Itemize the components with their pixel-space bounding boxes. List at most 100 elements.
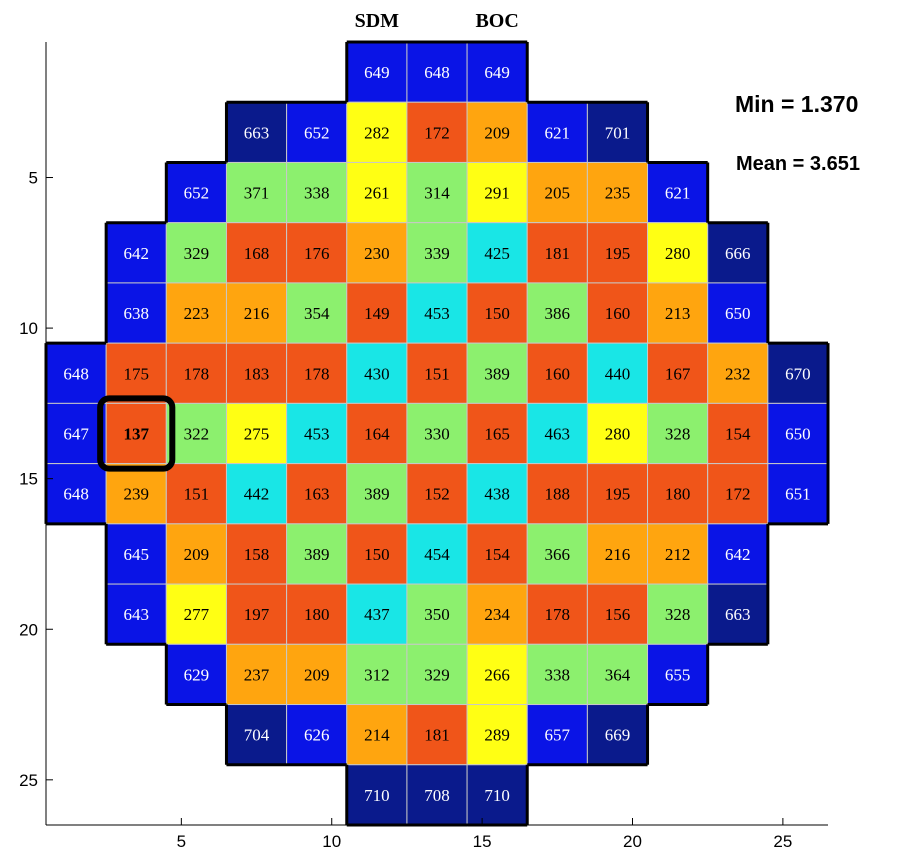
assembly-value: 371 xyxy=(244,184,270,203)
assembly-value: 338 xyxy=(545,665,571,684)
x-tick-label: 15 xyxy=(473,832,492,851)
assembly-cell xyxy=(647,282,709,344)
assembly-value: 212 xyxy=(665,545,691,564)
assembly-value: 234 xyxy=(484,605,510,624)
assembly-value: 163 xyxy=(304,485,330,504)
assembly-value: 195 xyxy=(605,485,631,504)
assembly-cell xyxy=(286,463,348,525)
assembly-cell xyxy=(406,342,468,404)
assembly-cell xyxy=(586,704,649,766)
assembly-value: 165 xyxy=(484,425,510,444)
assembly-cell xyxy=(406,643,468,706)
assembly-value: 649 xyxy=(484,63,510,82)
assembly-value: 621 xyxy=(545,123,571,142)
assembly-value: 454 xyxy=(424,545,450,564)
assembly-value: 154 xyxy=(484,545,510,564)
assembly-cell xyxy=(526,583,588,645)
assembly-cell xyxy=(406,402,468,465)
assembly-value: 626 xyxy=(304,726,330,745)
assembly-value: 291 xyxy=(484,184,510,203)
assembly-cell xyxy=(466,101,528,163)
assembly-cell xyxy=(225,583,288,645)
assembly-cell xyxy=(586,463,649,525)
assembly-value: 282 xyxy=(364,123,390,142)
assembly-value: 209 xyxy=(304,665,330,684)
assembly-value: 209 xyxy=(484,123,510,142)
assembly-value: 701 xyxy=(605,123,631,142)
assembly-value: 160 xyxy=(545,364,571,383)
assembly-value: 156 xyxy=(605,605,631,624)
assembly-cell xyxy=(105,222,167,284)
assembly-value: 164 xyxy=(364,425,390,444)
y-tick-label: 5 xyxy=(29,169,38,188)
assembly-value: 648 xyxy=(63,485,89,504)
header-label-boc: BOC xyxy=(475,10,518,32)
x-tick-label: 20 xyxy=(623,832,642,851)
assembly-value: 329 xyxy=(184,244,210,263)
assembly-cell xyxy=(406,463,468,525)
assembly-cell xyxy=(286,342,348,404)
assembly-cell xyxy=(526,342,588,404)
assembly-value: 176 xyxy=(304,244,330,263)
assembly-value: 669 xyxy=(605,726,631,745)
assembly-cell xyxy=(286,222,348,284)
assembly-cell xyxy=(346,583,408,645)
assembly-cell xyxy=(346,764,408,826)
assembly-cell xyxy=(466,161,528,224)
assembly-value: 137 xyxy=(123,425,149,444)
assembly-value: 364 xyxy=(605,665,631,684)
assembly-value: 314 xyxy=(424,184,450,203)
assembly-value: 232 xyxy=(725,364,751,383)
assembly-value: 666 xyxy=(725,244,751,263)
assembly-value: 649 xyxy=(364,63,390,82)
assembly-cell xyxy=(707,402,769,465)
assembly-value: 277 xyxy=(184,605,210,624)
assembly-cell xyxy=(767,402,829,465)
assembly-value: 642 xyxy=(123,244,149,263)
assembly-value: 663 xyxy=(725,605,751,624)
assembly-cell xyxy=(586,161,649,224)
assembly-value: 172 xyxy=(725,485,751,504)
assembly-value: 629 xyxy=(184,665,210,684)
assembly-value: 158 xyxy=(244,545,270,564)
assembly-cell xyxy=(707,583,769,645)
assembly-cell xyxy=(647,463,709,525)
assembly-cell xyxy=(45,463,107,525)
assembly-value: 261 xyxy=(364,184,390,203)
assembly-cell xyxy=(707,342,769,404)
assembly-value: 167 xyxy=(665,364,691,383)
assembly-value: 440 xyxy=(605,364,631,383)
assembly-cell xyxy=(105,342,167,404)
min-annotation: Min = 1.370 xyxy=(735,91,858,117)
assembly-cell xyxy=(346,41,408,103)
assembly-cell xyxy=(526,463,588,525)
assembly-value: 150 xyxy=(484,304,510,323)
assembly-cell xyxy=(406,704,468,766)
assembly-cell xyxy=(466,342,528,404)
assembly-value: 178 xyxy=(304,364,330,383)
assembly-cell xyxy=(346,523,408,585)
assembly-cell xyxy=(586,643,649,706)
assembly-cell xyxy=(225,222,288,284)
assembly-value: 178 xyxy=(184,364,210,383)
assembly-value: 647 xyxy=(63,425,89,444)
assembly-cell xyxy=(225,643,288,706)
assembly-cell xyxy=(286,704,348,766)
assembly-cells xyxy=(45,41,829,826)
x-tick-label: 25 xyxy=(773,832,792,851)
assembly-value: 181 xyxy=(424,726,450,745)
assembly-cell xyxy=(286,523,348,585)
assembly-value: 223 xyxy=(184,304,210,323)
assembly-value: 651 xyxy=(785,485,811,504)
y-tick-label: 15 xyxy=(19,470,38,489)
assembly-value: 216 xyxy=(244,304,270,323)
assembly-value: 280 xyxy=(605,425,631,444)
assembly-cell xyxy=(466,282,528,344)
assembly-cell xyxy=(346,342,408,404)
assembly-cell xyxy=(105,282,167,344)
assembly-value: 621 xyxy=(665,184,691,203)
assembly-value: 350 xyxy=(424,605,450,624)
assembly-value: 195 xyxy=(605,244,631,263)
assembly-value: 425 xyxy=(484,244,510,263)
